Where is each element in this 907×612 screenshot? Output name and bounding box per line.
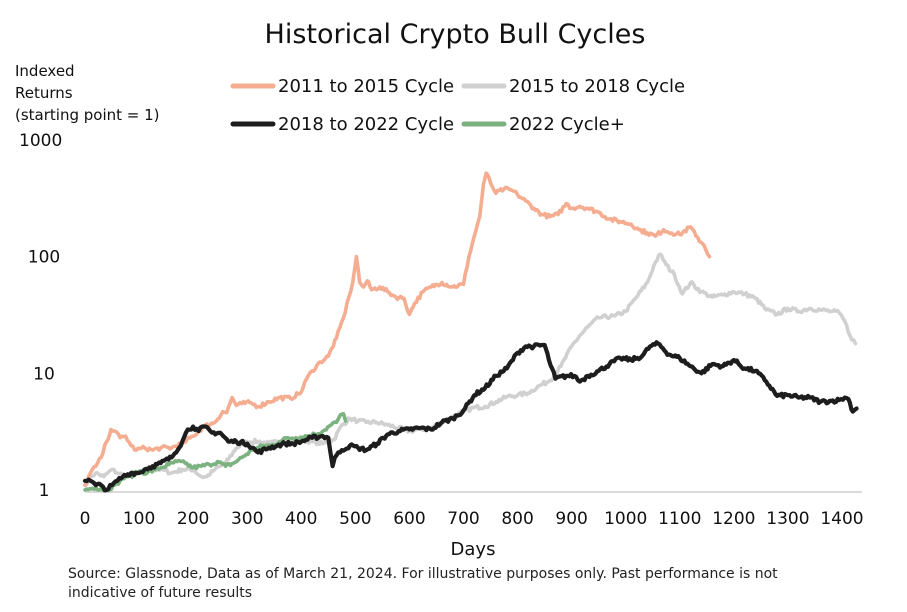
x-tick-label: 700 <box>447 509 479 529</box>
y-axis-label-line-3: (starting point = 1) <box>15 106 160 124</box>
legend-item-2018-2022: 2018 to 2022 Cycle <box>230 114 454 135</box>
y-tick-label: 1 <box>39 481 50 501</box>
source-note-line-1: Source: Glassnode, Data as of March 21, … <box>68 566 778 582</box>
source-note-line-2: indicative of future results <box>68 585 252 601</box>
legend-label-2022: 2022 Cycle+ <box>509 114 625 135</box>
x-tick-label: 400 <box>285 509 317 529</box>
series-line-2011-to-2015-cycle <box>83 171 712 487</box>
x-tick-label: 600 <box>393 509 425 529</box>
x-tick-label: 1200 <box>712 509 755 529</box>
x-tick-label: 0 <box>80 509 91 529</box>
series-line-2018-to-2022-cycle <box>82 340 859 493</box>
legend-item-2011-2015: 2011 to 2015 Cycle <box>230 76 454 97</box>
legend-item-2015-2018: 2015 to 2018 Cycle <box>461 76 685 97</box>
series-line-2015-to-2018-cycle <box>83 252 858 487</box>
y-tick-label: 10 <box>33 364 55 384</box>
x-tick-label: 1400 <box>820 509 863 529</box>
x-tick-label: 500 <box>339 509 371 529</box>
legend: 2011 to 2015 Cycle 2015 to 2018 Cycle 20… <box>230 76 685 135</box>
legend-item-2022: 2022 Cycle+ <box>461 114 625 135</box>
x-tick-label: 200 <box>177 509 209 529</box>
y-tick-label: 1000 <box>19 131 62 151</box>
x-tick-label: 300 <box>231 509 263 529</box>
x-axis-label: Days <box>451 539 496 560</box>
x-tick-label: 1300 <box>766 509 809 529</box>
legend-label-2018-2022: 2018 to 2022 Cycle <box>278 114 454 135</box>
x-tick-label: 1100 <box>658 509 701 529</box>
legend-label-2011-2015: 2011 to 2015 Cycle <box>278 76 454 97</box>
x-tick-label: 1000 <box>604 509 647 529</box>
x-tick-label: 900 <box>555 509 587 529</box>
y-axis-label-line-2: Returns <box>15 84 73 102</box>
x-tick-label: 100 <box>123 509 155 529</box>
series-line-2022-cycle <box>83 412 348 493</box>
x-tick-label: 800 <box>501 509 533 529</box>
legend-label-2015-2018: 2015 to 2018 Cycle <box>509 76 685 97</box>
y-tick-label: 100 <box>28 248 60 268</box>
chart-title: Historical Crypto Bull Cycles <box>265 19 646 50</box>
y-axis-label-line-1: Indexed <box>15 62 75 80</box>
plot-area: 0 100 200 300 400 500 600 700 800 900 1000 1100 1200… <box>19 131 864 529</box>
